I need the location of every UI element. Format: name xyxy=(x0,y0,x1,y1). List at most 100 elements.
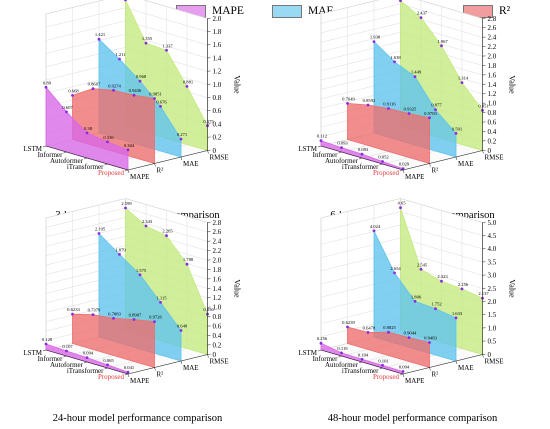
data-label: 0.501 xyxy=(452,126,463,131)
z-tick-label: 1.0 xyxy=(488,100,497,108)
data-point xyxy=(106,140,109,144)
data-label: 1.967 xyxy=(437,39,448,44)
data-point xyxy=(91,87,95,91)
data-point xyxy=(91,313,95,317)
data-label: 1.788 xyxy=(183,257,194,262)
z-tick-label: 0 xyxy=(488,147,492,155)
z-tick-label: 1.0 xyxy=(488,324,497,332)
data-label: 4.024 xyxy=(370,224,381,229)
z-tick-label: 1.0 xyxy=(213,304,222,312)
model-tick-label: LSTM xyxy=(298,349,317,357)
data-point xyxy=(185,85,189,88)
data-point xyxy=(440,279,443,283)
data-point xyxy=(138,273,142,277)
series-mape: 0.89 0.607 0.38 0.336 0.304 xyxy=(43,80,135,171)
z-tick-label: 2.0 xyxy=(213,257,222,265)
data-label: 4.65 xyxy=(397,201,406,206)
data-point xyxy=(97,37,101,41)
metric-tick-label: R² xyxy=(157,371,164,379)
data-point xyxy=(97,232,101,235)
data-label: 0.094 xyxy=(83,351,94,356)
model-tick-label: Autoformer xyxy=(325,157,359,165)
series-r2: 0.6239 0.6478 0.8825 0.9044 0.9483 xyxy=(342,320,438,369)
data-point xyxy=(319,341,323,345)
model-axis: LSTMInformerAutoformeriTransformerPropos… xyxy=(23,349,129,381)
data-point xyxy=(413,299,417,303)
series-area xyxy=(347,326,430,369)
z-tick-label: 0.2 xyxy=(213,134,222,142)
z-tick-label: 0.6 xyxy=(213,107,222,115)
z-tick-label: 0.4 xyxy=(213,332,222,340)
data-label: 0.093 xyxy=(337,141,348,146)
data-label: 0.9325 xyxy=(404,107,417,112)
data-point xyxy=(124,0,127,2)
series-r2: 0.7649 0.8592 0.9116 0.9325 0.9703 xyxy=(342,96,438,165)
chart-svg: 4.65 2.545 2.323 2.256 2.137 4.024 2.654 1.806 1… xyxy=(298,198,517,385)
model-tick-label: LSTM xyxy=(23,145,42,153)
z-tick-label: 0.8 xyxy=(213,313,222,321)
z-tick-label: 1.0 xyxy=(213,81,222,89)
z-tick-label: 1.8 xyxy=(488,62,497,70)
metric-axis: MAPE R² MAE RMSE xyxy=(402,354,504,385)
metric-tick-label: R² xyxy=(157,167,164,175)
model-axis: LSTMInformerAutoformeriTransformerPropos… xyxy=(298,349,404,381)
model-tick-label: iTransformer xyxy=(67,163,104,171)
model-tick-label: Autoformer xyxy=(50,361,84,369)
z-tick-label: 2.2 xyxy=(213,247,222,255)
data-point xyxy=(179,137,183,141)
z-tick-label: 2.0 xyxy=(488,53,497,61)
data-label: 0.8825 xyxy=(383,325,396,330)
data-label: 0.101 xyxy=(378,358,389,363)
data-label: 2.195 xyxy=(95,227,106,232)
data-label: 2.437 xyxy=(417,11,428,16)
data-point xyxy=(401,370,405,373)
data-label: 0.375 xyxy=(203,119,214,124)
data-point xyxy=(71,312,74,316)
data-point xyxy=(132,93,136,97)
z-axis: 0 0.20.40.6 0.81.0 1.21.4 1.61.82.0 2.22.4 2.6… xyxy=(207,219,242,359)
data-point xyxy=(381,160,384,163)
data-label: 0.8907 xyxy=(129,313,142,318)
metric-tick-label: MAPE xyxy=(130,173,149,181)
data-label: 0.877 xyxy=(431,103,442,108)
data-label: 2.265 xyxy=(162,229,173,234)
data-point xyxy=(340,351,343,355)
data-point xyxy=(360,152,364,156)
z-axis-title: Value xyxy=(508,75,517,94)
z-tick-label: 1.8 xyxy=(213,266,222,274)
data-label: 1.115 xyxy=(156,295,167,300)
data-point xyxy=(399,0,402,2)
data-point xyxy=(440,44,443,48)
data-label: 1.633 xyxy=(452,311,463,316)
data-label: 0.052 xyxy=(378,155,389,160)
model-tick-label: Proposed xyxy=(373,373,400,381)
z-tick-label: 2.8 xyxy=(213,219,222,227)
data-label: 1.638 xyxy=(390,55,401,60)
data-label: 0.094 xyxy=(399,365,410,370)
data-label: 2.654 xyxy=(390,266,401,271)
data-point xyxy=(372,229,376,233)
data-label: 0.128 xyxy=(42,337,53,342)
data-point xyxy=(407,336,411,339)
z-tick-label: 0 xyxy=(488,351,492,359)
metric-axis: MAPE R² MAE RMSE xyxy=(402,150,504,181)
data-point xyxy=(419,267,423,271)
z-tick-label: 3.0 xyxy=(488,272,497,280)
chart-title: 48-hour model performance comparison xyxy=(327,413,498,424)
chart-panel-24-hour: 2.599 2.343 2.265 1.788 0.856 2.195 1.879 1.575… xyxy=(0,198,275,429)
data-point xyxy=(381,363,384,367)
metric-tick-label: R² xyxy=(432,371,439,379)
z-tick-label: 0.2 xyxy=(488,137,497,145)
data-label: 0.7379 xyxy=(88,308,101,313)
chart-svg: 1.9161.3551.3370.8810.3751.4211.2110.968… xyxy=(23,0,242,181)
data-label: 2.256 xyxy=(458,282,469,287)
z-axis: 0 0.5 1.0 1.5 2.0 2.5 3.0 3.5 4.0 4.5 5.0 Value xyxy=(482,219,517,359)
metric-tick-label: RMSE xyxy=(210,154,229,162)
z-tick-label: 5.0 xyxy=(488,219,497,227)
data-label: 1.314 xyxy=(458,76,469,81)
data-point xyxy=(399,206,402,210)
metric-tick-label: MAE xyxy=(458,160,474,168)
chart-panel-6-hour: 2.6712.4371.9671.3140.8511.9381.6381.449… xyxy=(275,0,550,226)
data-label: 0.7883 xyxy=(108,311,121,316)
data-point xyxy=(346,102,349,105)
